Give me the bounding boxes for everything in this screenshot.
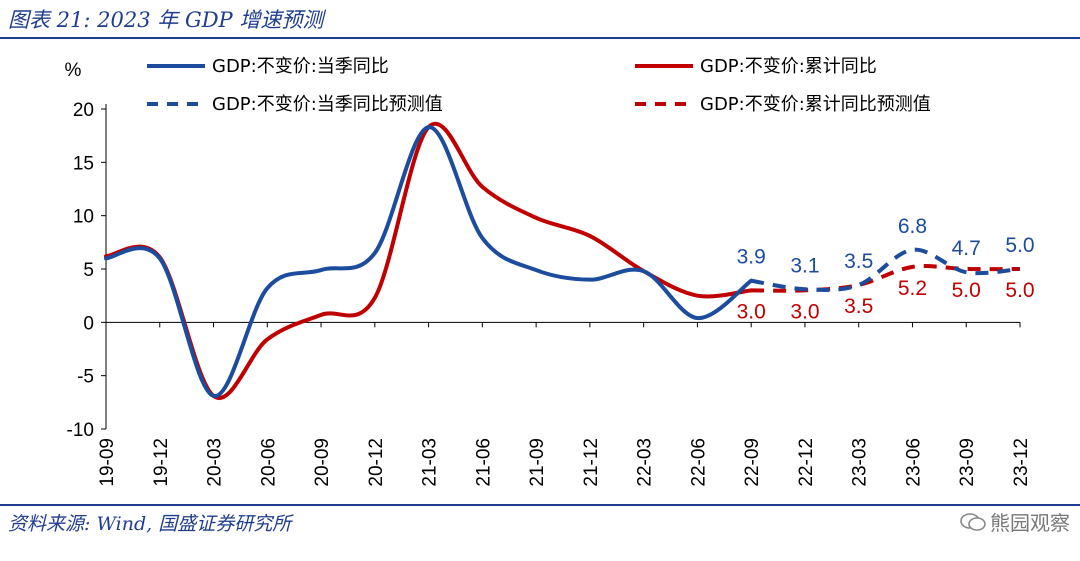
data-label-cumulative-23-09: 5.0 <box>952 279 981 302</box>
data-label-quarterly-22-12: 3.1 <box>790 254 819 277</box>
x-tick-label: 21-06 <box>473 438 494 487</box>
x-tick-label: 20-09 <box>312 438 333 487</box>
x-tick-label: 22-09 <box>742 438 763 487</box>
y-tick-label: 20 <box>73 100 94 121</box>
x-tick-label: 23-12 <box>1011 438 1032 487</box>
y-tick-label: 15 <box>73 153 94 174</box>
x-tick-label: 21-12 <box>581 438 602 487</box>
watermark: 熊园观察 <box>960 507 1070 536</box>
data-label-quarterly-22-09: 3.9 <box>737 246 766 269</box>
x-tick-label: 22-12 <box>796 438 817 487</box>
series-line-3 <box>750 247 1021 292</box>
y-axis-unit: % <box>65 60 82 81</box>
data-label-quarterly-23-03: 3.5 <box>844 250 873 273</box>
x-tick-label: 19-09 <box>97 438 118 487</box>
x-tick-label: 22-03 <box>635 438 656 487</box>
y-tick-label: 5 <box>83 260 94 281</box>
top-rule <box>0 37 1080 39</box>
x-tick-label: 23-03 <box>850 438 871 487</box>
x-tick-label: 21-03 <box>420 438 441 487</box>
x-tick-label: 23-09 <box>957 438 978 487</box>
data-label-cumulative-23-06: 5.2 <box>898 277 927 300</box>
bottom-rule <box>0 504 1080 506</box>
data-label-cumulative-23-03: 3.5 <box>844 295 873 318</box>
data-label-cumulative-22-12: 3.0 <box>790 300 819 323</box>
legend-label-4: GDP:不变价:累计同比预测值 <box>700 94 931 115</box>
wechat-icon <box>960 512 986 531</box>
y-tick-label: 0 <box>83 313 94 334</box>
legend-label-1: GDP:不变价:当季同比 <box>212 56 389 77</box>
watermark-text: 熊园观察 <box>990 511 1070 535</box>
data-label-quarterly-23-09: 4.7 <box>952 237 981 260</box>
data-label-cumulative-22-09: 3.0 <box>737 300 766 323</box>
y-tick-label: 10 <box>73 207 94 228</box>
series-line-1 <box>104 125 754 398</box>
axes: % -10 -5 0 5 10 15 20 19-09 19-12 20-03 20-06 20-09 2… <box>65 60 1032 487</box>
x-tick-label: 19-12 <box>151 438 172 487</box>
source-note: 资料来源: Wind, 国盛证券研究所 <box>8 513 292 535</box>
series-layer <box>104 122 1021 400</box>
data-label-cumulative-23-12: 5.0 <box>1005 279 1034 302</box>
data-label-quarterly-23-12: 5.0 <box>1005 234 1034 257</box>
x-tick-label: 20-06 <box>258 438 279 487</box>
legend-label-3: GDP:不变价:当季同比预测值 <box>212 94 443 115</box>
legend-label-2: GDP:不变价:累计同比 <box>700 56 877 77</box>
figure-title: 图表 21: 2023 年 GDP 增速预测 <box>8 8 324 32</box>
x-tick-label: 21-09 <box>527 438 548 487</box>
chart-area: % -10 -5 0 5 10 15 20 19-09 19-12 20-03 20-06 20-09 2… <box>65 56 1035 487</box>
x-tick-label: 23-06 <box>903 438 924 487</box>
y-tick-label: -10 <box>67 420 94 441</box>
legend: GDP:不变价:当季同比 GDP:不变价:累计同比 GDP:不变价:当季同比预测值 G… <box>147 56 931 115</box>
series-line-2 <box>104 122 754 400</box>
y-tick-label: -5 <box>77 367 94 388</box>
data-labels: 3.9 3.1 3.5 6.8 4.7 5.0 3.0 3.0 3.5 5.2 5.0 5.0 <box>737 215 1035 324</box>
x-tick-label: 22-06 <box>688 438 709 487</box>
x-tick-label: 20-12 <box>366 438 387 487</box>
data-label-quarterly-23-06: 6.8 <box>898 215 927 238</box>
x-tick-label: 20-03 <box>205 438 226 487</box>
